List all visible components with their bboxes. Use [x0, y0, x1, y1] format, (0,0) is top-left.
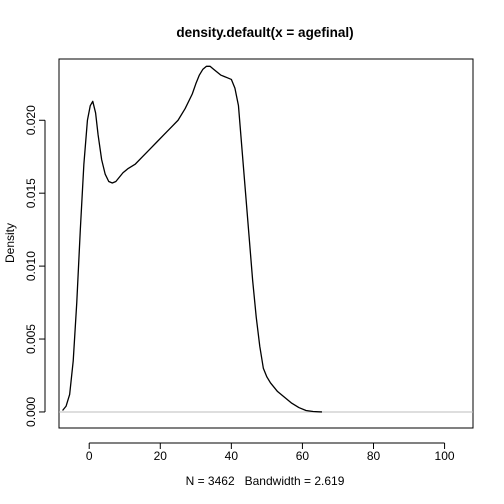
y-tick-label: 0.020 [24, 105, 38, 135]
y-tick-label: 0.005 [24, 324, 38, 354]
x-tick-label: 100 [435, 449, 455, 463]
y-tick-label: 0.015 [24, 178, 38, 208]
x-tick-label: 20 [154, 449, 168, 463]
y-axis-label: Density [3, 223, 17, 263]
y-tick-label: 0.010 [24, 251, 38, 281]
chart-title: density.default(x = agefinal) [176, 25, 353, 40]
plot-frame [58, 58, 474, 429]
x-tick-label: 60 [296, 449, 310, 463]
density-curve [62, 65, 322, 413]
x-axis: 0 20 40 60 80 100 [86, 442, 455, 463]
y-axis: 0.000 0.005 0.010 0.015 0.020 [24, 105, 46, 427]
x-tick-label: 80 [367, 449, 381, 463]
x-tick-label: 0 [86, 449, 93, 463]
y-tick-label: 0.000 [24, 397, 38, 427]
x-axis-label: N = 3462 Bandwidth = 2.619 [186, 474, 345, 488]
x-tick-label: 40 [225, 449, 239, 463]
